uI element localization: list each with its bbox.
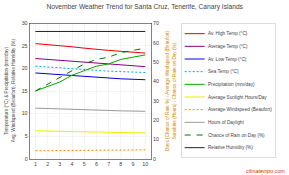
svg-text:Chance of Rain on Day (%): Chance of Rain on Day (%) <box>208 133 265 138</box>
svg-text:15: 15 <box>22 88 28 94</box>
svg-text:7: 7 <box>107 161 110 167</box>
svg-text:Average Temp (°C): Average Temp (°C) <box>208 44 248 49</box>
svg-text:Relative Humidity (%): Relative Humidity (%) <box>208 145 253 150</box>
svg-text:10: 10 <box>153 136 159 142</box>
svg-text:1: 1 <box>34 161 37 167</box>
svg-text:40: 40 <box>153 78 159 84</box>
svg-text:30: 30 <box>22 20 28 26</box>
svg-text:0: 0 <box>25 156 28 162</box>
svg-text:Sea Temp (°C): Sea Temp (°C) <box>208 69 239 74</box>
svg-text:6: 6 <box>95 161 98 167</box>
svg-text:20: 20 <box>22 65 28 71</box>
svg-text:Hours of Daylight: Hours of Daylight <box>208 120 244 125</box>
svg-text:4: 4 <box>71 161 74 167</box>
svg-text:Precipitation (mm/day): Precipitation (mm/day) <box>208 82 255 87</box>
svg-text:25: 25 <box>22 43 28 49</box>
svg-text:9: 9 <box>132 161 135 167</box>
svg-text:20: 20 <box>153 117 159 123</box>
svg-text:Av. Low Temp (°C): Av. Low Temp (°C) <box>208 57 247 62</box>
svg-text:50: 50 <box>153 59 159 65</box>
svg-text:Average Windspeed (Beaufort): Average Windspeed (Beaufort) <box>208 107 272 112</box>
svg-text:5: 5 <box>25 133 28 139</box>
svg-text:Days (Chance of Rain %) / Aver: Days (Chance of Rain %) / Average Windsp… <box>165 30 170 150</box>
svg-text:Sunshine (Hours) / Chance of R: Sunshine (Hours) / Chance of Rain on Day… <box>172 42 177 139</box>
svg-text:3: 3 <box>58 161 61 167</box>
svg-text:Average Sunlight Hours/Day: Average Sunlight Hours/Day <box>208 95 267 100</box>
svg-text:8: 8 <box>119 161 122 167</box>
svg-text:Temperature (°C) & Precipitati: Temperature (°C) & Precipitation (mm/day… <box>4 46 9 134</box>
svg-text:November Weather Trend for San: November Weather Trend for Santa Cruz, T… <box>46 3 243 11</box>
svg-text:Av. High Temp (°C): Av. High Temp (°C) <box>208 31 248 36</box>
svg-text:30: 30 <box>153 98 159 104</box>
svg-text:2: 2 <box>46 161 49 167</box>
svg-text:10: 10 <box>142 161 148 167</box>
svg-text:60: 60 <box>153 40 159 46</box>
svg-text:70: 70 <box>153 20 159 26</box>
svg-text:climatempo.com: climatempo.com <box>246 168 285 174</box>
svg-text:0: 0 <box>153 156 156 162</box>
svg-text:5: 5 <box>83 161 86 167</box>
svg-text:Avg. Windspeed (Beaufort), Rel: Avg. Windspeed (Beaufort), Relative Humi… <box>11 39 16 143</box>
svg-text:10: 10 <box>22 110 28 116</box>
